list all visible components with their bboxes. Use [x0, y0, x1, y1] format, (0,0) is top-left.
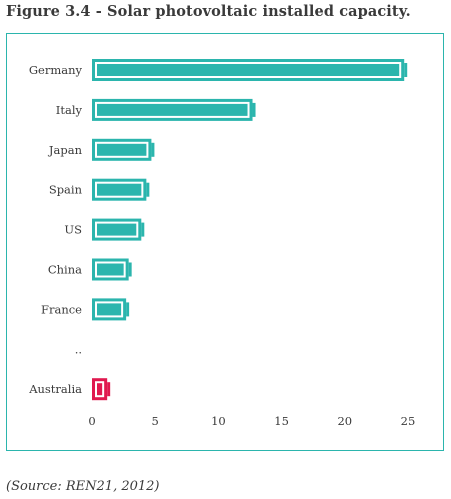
bar-cap-germany: [404, 63, 408, 77]
x-tick-label-15: 15: [274, 414, 289, 428]
bar-cap-france: [126, 302, 130, 317]
bar-inner-us: [95, 221, 139, 238]
bar-italy: [92, 98, 253, 121]
x-tick-label-0: 0: [88, 414, 95, 428]
bar-japan: [92, 138, 152, 161]
chart-title: Figure 3.4 - Solar photovoltaic installe…: [6, 3, 411, 20]
x-tick-label-25: 25: [401, 414, 416, 428]
bar-spain: [92, 178, 147, 201]
category-label-us: US: [64, 223, 82, 237]
category-label-japan: Japan: [48, 143, 83, 157]
bar-cap-us: [141, 222, 145, 237]
bar-cap-spain: [146, 182, 150, 197]
x-tick-label-10: 10: [211, 414, 226, 428]
x-tick-label-5: 5: [152, 414, 159, 428]
bar-china: [92, 258, 129, 281]
category-label-germany: Germany: [29, 63, 83, 77]
category-label-spain: Spain: [49, 183, 83, 197]
bar-cap-japan: [151, 142, 155, 157]
bar-inner-germany: [95, 62, 402, 78]
category-label-china: China: [48, 263, 82, 277]
x-tick-label-20: 20: [337, 414, 352, 428]
bar-france: [92, 298, 127, 321]
category-label-italy: Italy: [56, 103, 83, 117]
bar-cap-italy: [252, 102, 256, 117]
bar-inner-australia: [95, 381, 105, 398]
bar-inner-spain: [95, 181, 144, 198]
category-label-australia: Australia: [28, 382, 82, 396]
bar-inner-china: [95, 261, 126, 278]
bar-cap-australia: [107, 382, 111, 397]
bar-us: [92, 218, 142, 241]
category-label-gap: ..: [75, 342, 82, 356]
bar-inner-italy: [95, 101, 250, 118]
category-label-france: France: [41, 302, 82, 316]
bar-germany: [92, 59, 405, 81]
chart-frame: [6, 33, 444, 451]
bar-inner-japan: [95, 141, 149, 158]
source-note: (Source: REN21, 2012): [6, 479, 160, 494]
bar-inner-france: [95, 301, 124, 318]
bar-cap-china: [128, 262, 132, 277]
